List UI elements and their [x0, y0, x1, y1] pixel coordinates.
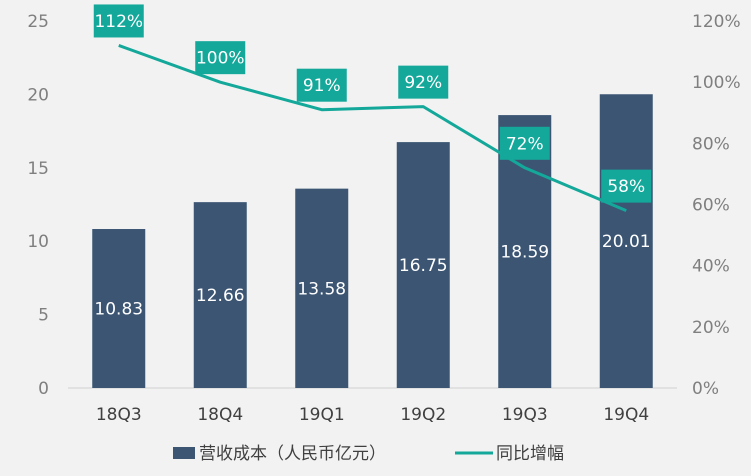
legend-line-label: 同比增幅 — [496, 444, 564, 464]
line-value-box — [93, 4, 144, 38]
left-tick-label: 25 — [27, 12, 49, 32]
bar — [396, 142, 450, 388]
left-tick-label: 0 — [38, 379, 49, 399]
bar — [193, 202, 247, 388]
bar-value-label: 16.75 — [399, 256, 448, 276]
right-tick-label: 60% — [692, 196, 730, 216]
line-value-label: 72% — [506, 134, 544, 154]
category-label: 19Q2 — [400, 405, 446, 425]
legend-bar-label: 营收成本（人民币亿元） — [199, 444, 386, 464]
bar-value-label: 18.59 — [500, 243, 549, 263]
line-value-label: 92% — [404, 73, 442, 93]
bar-value-label: 20.01 — [602, 232, 651, 252]
bar-value-label: 10.83 — [94, 300, 143, 320]
left-tick-label: 5 — [38, 306, 49, 326]
line-series: 112% 100% 91% 92% 72% 58% — [93, 4, 652, 212]
left-tick-label: 10 — [27, 232, 49, 252]
right-y-axis: 0% 20% 40% 60% 80% 100% 120% — [692, 12, 741, 399]
bar-series: 10.83 12.66 13.58 16.75 18.59 20.01 — [92, 94, 653, 388]
line-value-label: 58% — [607, 177, 645, 197]
line-value-label: 112% — [94, 12, 143, 32]
right-tick-label: 40% — [692, 257, 730, 277]
legend-bar-swatch — [173, 447, 195, 459]
category-label: 19Q3 — [502, 405, 548, 425]
bar — [92, 229, 146, 388]
line-value-box — [195, 41, 246, 75]
line-value-box — [398, 65, 449, 99]
category-label: 18Q3 — [96, 405, 142, 425]
bar-value-label: 13.58 — [297, 279, 346, 299]
left-tick-label: 15 — [27, 159, 49, 179]
left-y-axis: 0 5 10 15 20 25 — [27, 12, 49, 399]
line-value-box — [499, 126, 550, 160]
bar — [498, 115, 552, 388]
line-value-label: 100% — [196, 49, 245, 69]
bar — [295, 188, 349, 388]
line-value-label: 91% — [303, 76, 341, 96]
right-tick-label: 0% — [692, 379, 719, 399]
line-value-box — [296, 68, 347, 102]
right-tick-label: 100% — [692, 73, 741, 93]
left-tick-label: 20 — [27, 85, 49, 105]
x-axis-labels: 18Q3 18Q4 19Q1 19Q2 19Q3 19Q4 — [96, 405, 649, 425]
bar — [599, 94, 653, 388]
right-tick-label: 120% — [692, 12, 741, 32]
category-label: 19Q4 — [603, 405, 649, 425]
category-label: 18Q4 — [197, 405, 243, 425]
bar-value-label: 12.66 — [196, 286, 245, 306]
growth-line — [118, 44, 627, 212]
right-tick-label: 80% — [692, 134, 730, 154]
right-tick-label: 20% — [692, 318, 730, 338]
category-label: 19Q1 — [299, 405, 345, 425]
legend: 营收成本（人民币亿元） 同比增幅 — [173, 444, 564, 464]
line-value-box — [601, 169, 652, 203]
